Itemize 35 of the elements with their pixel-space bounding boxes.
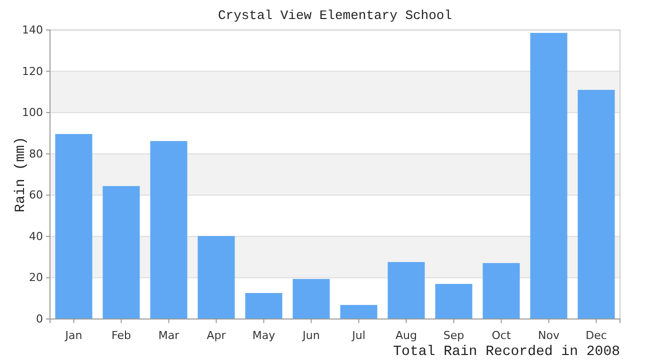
x-tick-label: Feb [112,329,131,342]
x-tick-label: Apr [206,329,226,342]
bar [435,284,472,319]
bar [482,263,520,319]
y-tick-label: 20 [29,271,43,284]
x-tick-label: Sep [443,329,464,342]
x-tick-label: Jan [64,329,82,342]
y-tick-label: 0 [36,312,43,326]
bar [388,262,425,319]
bar [530,32,568,319]
bar [102,186,140,319]
x-tick-label: Mar [158,329,180,342]
x-tick-label: Oct [492,329,512,342]
chart-title: Crystal View Elementary School [218,8,452,23]
x-tick-label: Dec [586,329,607,342]
y-tick-label: 120 [22,64,43,78]
bar [340,304,378,319]
bar [292,278,330,319]
x-tick-label: Jul [351,329,366,342]
y-axis-title: Rain (mm) [13,136,29,212]
bar [55,134,92,319]
y-tick-label: 100 [22,106,43,120]
y-tick-label: 80 [29,147,43,160]
y-tick-label: 40 [29,230,43,243]
bar [578,90,615,319]
bar [150,141,188,319]
bar [245,292,282,319]
x-tick-label: May [252,329,276,342]
text: Total Rain Recorded in 2008 [393,344,620,360]
x-tick-label: Jun [302,329,320,342]
y-tick-label: 60 [29,188,43,202]
bar [198,236,235,319]
x-tick-label: Nov [538,329,560,342]
x-tick-label: Aug [396,329,417,342]
y-tick-label: 140 [22,24,43,37]
